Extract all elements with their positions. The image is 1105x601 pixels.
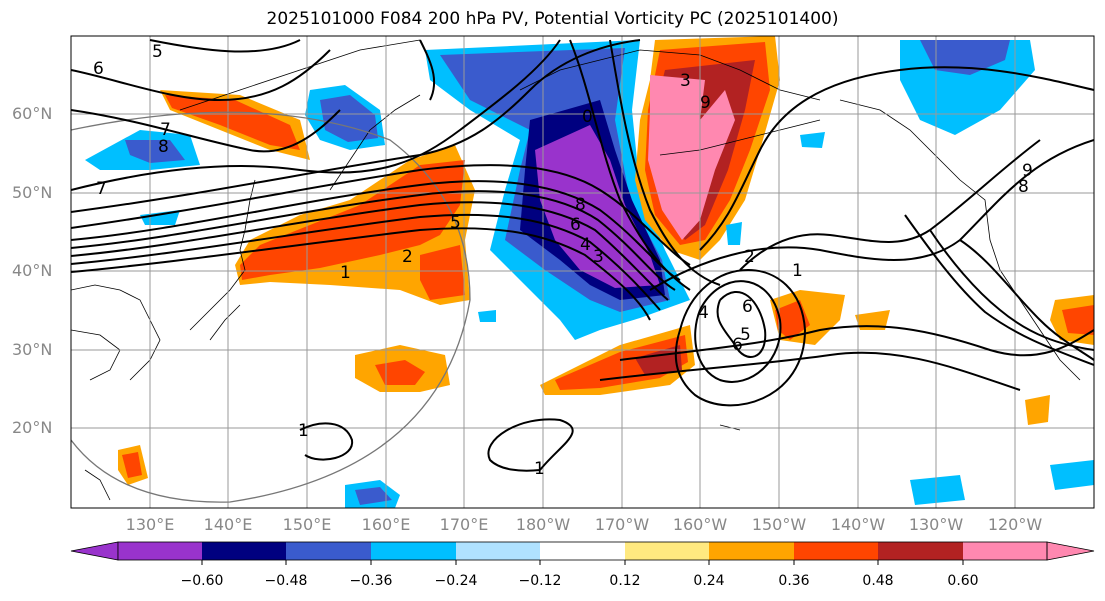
colorbar-bin (456, 542, 540, 560)
lon-label: 120°W (987, 515, 1043, 534)
colorbar-tick-label: 0.60 (947, 573, 979, 589)
lat-label: 20°N (12, 418, 53, 437)
colorbar-tick-label: −0.48 (264, 573, 308, 589)
colorbar-bin (202, 542, 286, 560)
colorbar-tick-label: −0.36 (349, 573, 393, 589)
contour-label: 1 (298, 421, 309, 441)
contour-label: 5 (450, 213, 461, 233)
contour-label: 0 (582, 107, 593, 127)
pv-contours (71, 39, 1094, 472)
contour-label: 1 (792, 261, 803, 281)
colorbar-bin (709, 542, 794, 560)
contour-label: 8 (575, 195, 586, 215)
lon-label: 150°E (282, 515, 332, 534)
lon-label: 170°W (594, 515, 650, 534)
contour-label: 1 (534, 459, 545, 479)
lon-label: 130°E (125, 515, 175, 534)
colorbar-bin (878, 542, 963, 560)
colorbar-bin (963, 542, 1047, 560)
map-frame (70, 35, 1095, 509)
contour-label: 4 (698, 303, 709, 323)
colorbar-bin (794, 542, 878, 560)
graticule (71, 36, 1094, 508)
contour-label: 9 (1022, 161, 1033, 181)
contour-label: 5 (152, 42, 163, 62)
contour-label: 7 (96, 179, 107, 199)
colorbar (70, 541, 1095, 565)
colorbar-tick-label: −0.12 (518, 573, 562, 589)
lon-label: 160°E (361, 515, 411, 534)
lon-label: 140°E (203, 515, 253, 534)
colorbar-bin (118, 542, 202, 560)
colorbar-tick-label: 0.12 (609, 573, 641, 589)
map-title: 2025101000 F084 200 hPa PV, Potential Vo… (266, 9, 839, 29)
contour-label: 3 (680, 71, 691, 91)
contour-label: 4 (580, 235, 591, 255)
contour-labels: 5 6 7 8 7 1 2 5 0 8 6 4 3 9 2 1 6 9 8 3 … (93, 42, 1033, 479)
lon-label: 170°E (439, 515, 489, 534)
colorbar-bin (286, 542, 371, 560)
lon-label: 150°W (751, 515, 807, 534)
colorbar-tick-label: 0.24 (693, 573, 725, 589)
contour-label: 9 (700, 93, 711, 113)
lon-label: 140°W (830, 515, 886, 534)
contour-label: 6 (570, 215, 581, 235)
lon-label: 130°W (908, 515, 964, 534)
colorbar-high-arrow (1046, 541, 1095, 561)
colorbar-tick-label: −0.60 (180, 573, 224, 589)
lat-label: 40°N (12, 261, 53, 280)
colorbar-bin (371, 542, 456, 560)
contour-label: 3 (593, 247, 604, 267)
lon-label: 180°W (515, 515, 571, 534)
contour-label: 8 (1018, 177, 1029, 197)
contour-label: 2 (744, 247, 755, 267)
lon-label: 160°W (672, 515, 728, 534)
colorbar-tick-label: 0.36 (778, 573, 810, 589)
colorbar-tick-label: −0.24 (434, 573, 478, 589)
colorbar-low-arrow (70, 541, 119, 561)
contour-label: 2 (402, 247, 413, 267)
contour-label: 8 (158, 137, 169, 157)
contour-label: 5 (740, 325, 751, 345)
contour-label: 7 (160, 120, 171, 140)
map-panel: 5 6 7 8 7 1 2 5 0 8 6 4 3 9 2 1 6 9 8 3 … (71, 36, 1094, 508)
lat-label: 30°N (12, 340, 53, 359)
colorbar-bin (540, 542, 625, 560)
reference-circle (71, 111, 471, 503)
contour-label: 6 (93, 59, 104, 79)
contour-label: 6 (742, 297, 753, 317)
contour-label: 6 (732, 335, 743, 355)
colorbar-bin (625, 542, 709, 560)
contour-label: 1 (340, 263, 351, 283)
colorbar-tick-label: 0.48 (862, 573, 894, 589)
lat-label: 50°N (12, 183, 53, 202)
coastlines (71, 39, 1081, 501)
lat-label: 60°N (12, 104, 53, 123)
